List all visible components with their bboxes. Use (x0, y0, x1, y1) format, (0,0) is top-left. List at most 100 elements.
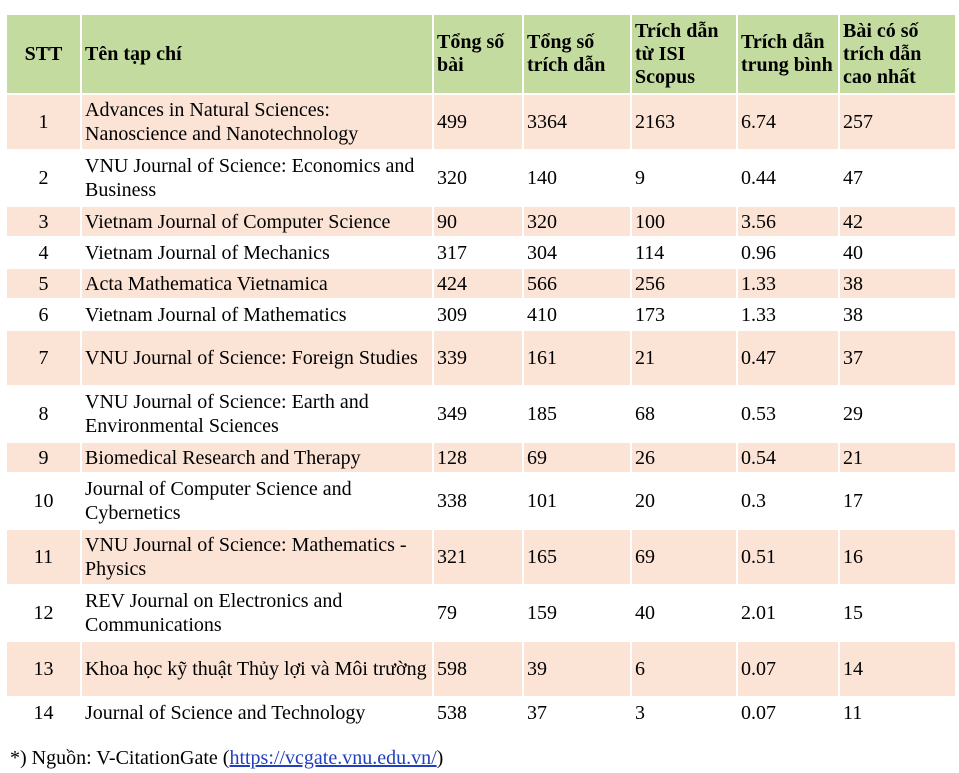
cell-average: 1.33 (738, 269, 838, 298)
cell-isi-scopus: 100 (632, 207, 736, 236)
cell-total-citations: 3364 (524, 95, 630, 149)
cell-isi-scopus: 6 (632, 642, 736, 696)
cell-average: 0.53 (738, 387, 838, 441)
cell-total-citations: 185 (524, 387, 630, 441)
cell-stt: 5 (7, 269, 80, 298)
cell-average: 1.33 (738, 300, 838, 329)
cell-total-papers: 90 (434, 207, 522, 236)
cell-total-citations: 165 (524, 530, 630, 584)
cell-total-papers: 321 (434, 530, 522, 584)
cell-stt: 11 (7, 530, 80, 584)
table-row: 3 Vietnam Journal of Computer Science 90… (7, 207, 955, 236)
cell-total-papers: 499 (434, 95, 522, 149)
cell-total-citations: 69 (524, 443, 630, 472)
cell-total-papers: 424 (434, 269, 522, 298)
cell-total-citations: 566 (524, 269, 630, 298)
cell-isi-scopus: 2163 (632, 95, 736, 149)
cell-total-papers: 349 (434, 387, 522, 441)
header-isi-scopus-citations: Trích dẫn từ ISI Scopus (632, 15, 736, 93)
cell-total-citations: 304 (524, 238, 630, 267)
cell-isi-scopus: 26 (632, 443, 736, 472)
header-total-citations: Tổng số trích dẫn (524, 15, 630, 93)
cell-total-papers: 538 (434, 698, 522, 727)
cell-total-citations: 101 (524, 474, 630, 528)
cell-stt: 12 (7, 586, 80, 640)
cell-total-citations: 140 (524, 151, 630, 205)
cell-top-cited: 17 (840, 474, 955, 528)
table-row: 2 VNU Journal of Science: Economics and … (7, 151, 955, 205)
cell-journal-name: VNU Journal of Science: Mathematics - Ph… (82, 530, 432, 584)
cell-top-cited: 29 (840, 387, 955, 441)
cell-journal-name: Vietnam Journal of Mechanics (82, 238, 432, 267)
cell-top-cited: 38 (840, 269, 955, 298)
cell-average: 0.07 (738, 698, 838, 727)
source-note-suffix: ) (436, 747, 444, 769)
table-row: 7 VNU Journal of Science: Foreign Studie… (7, 331, 955, 385)
cell-top-cited: 47 (840, 151, 955, 205)
cell-isi-scopus: 69 (632, 530, 736, 584)
table-header-row: STT Tên tạp chí Tổng số bài Tổng số tríc… (7, 15, 955, 93)
table-row: 11 VNU Journal of Science: Mathematics -… (7, 530, 955, 584)
cell-journal-name: Acta Mathematica Vietnamica (82, 269, 432, 298)
cell-top-cited: 15 (840, 586, 955, 640)
cell-journal-name: Journal of Computer Science and Cybernet… (82, 474, 432, 528)
header-average-citations: Trích dẫn trung bình (738, 15, 838, 93)
cell-average: 0.07 (738, 642, 838, 696)
cell-average: 3.56 (738, 207, 838, 236)
cell-stt: 7 (7, 331, 80, 385)
cell-stt: 14 (7, 698, 80, 727)
cell-average: 0.3 (738, 474, 838, 528)
cell-isi-scopus: 9 (632, 151, 736, 205)
cell-average: 0.47 (738, 331, 838, 385)
table-row: 4 Vietnam Journal of Mechanics 317 304 1… (7, 238, 955, 267)
cell-total-papers: 320 (434, 151, 522, 205)
source-note-prefix: *) Nguồn: V-CitationGate ( (10, 747, 230, 769)
table-row: 10 Journal of Computer Science and Cyber… (7, 474, 955, 528)
cell-top-cited: 21 (840, 443, 955, 472)
table-row: 12 REV Journal on Electronics and Commun… (7, 586, 955, 640)
cell-top-cited: 16 (840, 530, 955, 584)
cell-top-cited: 257 (840, 95, 955, 149)
cell-total-citations: 410 (524, 300, 630, 329)
cell-top-cited: 14 (840, 642, 955, 696)
source-link[interactable]: https://vcgate.vnu.edu.vn/ (229, 747, 437, 769)
source-note: *) Nguồn: V-CitationGate (https://vcgate… (10, 745, 443, 771)
cell-isi-scopus: 114 (632, 238, 736, 267)
cell-average: 0.54 (738, 443, 838, 472)
table-row: 6 Vietnam Journal of Mathematics 309 410… (7, 300, 955, 329)
table-row: 13 Khoa học kỹ thuật Thủy lợi và Môi trư… (7, 642, 955, 696)
table-row: 9 Biomedical Research and Therapy 128 69… (7, 443, 955, 472)
header-top-cited-paper: Bài có số trích dẫn cao nhất (840, 15, 955, 93)
cell-stt: 9 (7, 443, 80, 472)
cell-stt: 4 (7, 238, 80, 267)
cell-isi-scopus: 21 (632, 331, 736, 385)
journal-citation-table: STT Tên tạp chí Tổng số bài Tổng số tríc… (5, 13, 957, 729)
table-row: 8 VNU Journal of Science: Earth and Envi… (7, 387, 955, 441)
cell-journal-name: REV Journal on Electronics and Communica… (82, 586, 432, 640)
cell-average: 2.01 (738, 586, 838, 640)
cell-journal-name: VNU Journal of Science: Foreign Studies (82, 331, 432, 385)
cell-journal-name: Biomedical Research and Therapy (82, 443, 432, 472)
cell-stt: 6 (7, 300, 80, 329)
cell-total-papers: 309 (434, 300, 522, 329)
cell-stt: 2 (7, 151, 80, 205)
cell-isi-scopus: 68 (632, 387, 736, 441)
cell-total-citations: 320 (524, 207, 630, 236)
cell-journal-name: Vietnam Journal of Mathematics (82, 300, 432, 329)
header-stt: STT (7, 15, 80, 93)
cell-total-papers: 317 (434, 238, 522, 267)
cell-total-papers: 598 (434, 642, 522, 696)
cell-stt: 3 (7, 207, 80, 236)
cell-top-cited: 37 (840, 331, 955, 385)
cell-total-citations: 39 (524, 642, 630, 696)
cell-isi-scopus: 40 (632, 586, 736, 640)
cell-isi-scopus: 3 (632, 698, 736, 727)
cell-stt: 10 (7, 474, 80, 528)
table-row: 14 Journal of Science and Technology 538… (7, 698, 955, 727)
cell-top-cited: 42 (840, 207, 955, 236)
cell-journal-name: VNU Journal of Science: Earth and Enviro… (82, 387, 432, 441)
cell-average: 6.74 (738, 95, 838, 149)
cell-total-papers: 128 (434, 443, 522, 472)
cell-stt: 8 (7, 387, 80, 441)
